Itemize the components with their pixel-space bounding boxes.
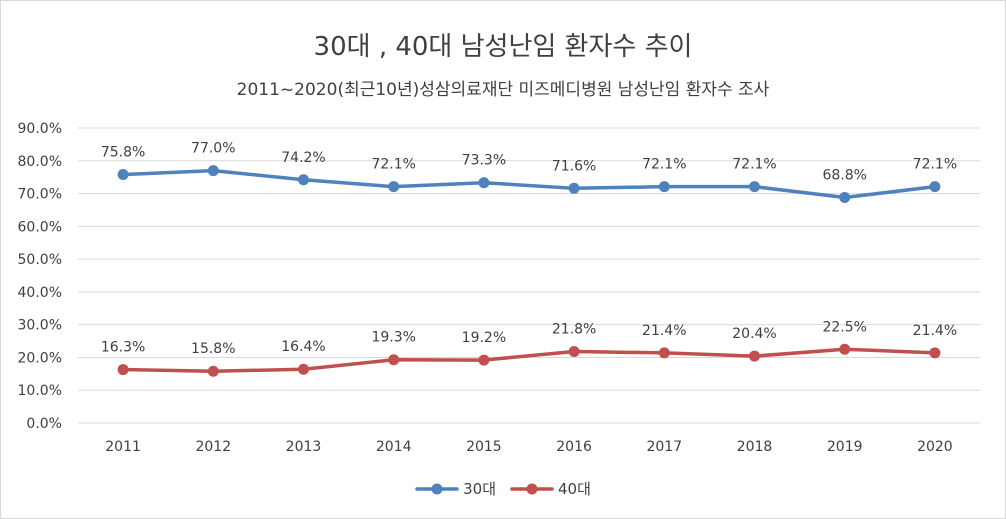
y-tick-label: 60.0% — [18, 219, 62, 235]
data-label: 74.2% — [281, 150, 325, 166]
data-label: 20.4% — [732, 326, 776, 342]
legend-marker — [510, 483, 554, 494]
data-label: 72.1% — [732, 157, 776, 173]
data-label: 21.8% — [552, 322, 596, 338]
data-label: 73.3% — [462, 153, 506, 169]
series-group: 75.8% 77.0% 74.2% 72.1% 73.3% 71.6% 72.1% 72.1%… — [101, 141, 957, 377]
data-label: 22.5% — [822, 319, 866, 335]
data-point — [749, 181, 760, 193]
data-label: 72.1% — [642, 157, 686, 173]
data-label: 68.8% — [822, 167, 866, 183]
y-axis-ticks: 0.0% 10.0% 20.0% 30.0% 40.0% 50.0% 60.0% 70.0% 8… — [18, 121, 62, 432]
y-tick-label: 70.0% — [18, 187, 62, 203]
x-tick-label: 2018 — [737, 439, 773, 455]
data-label: 77.0% — [191, 141, 235, 157]
data-point — [658, 181, 670, 193]
y-tick-label: 90.0% — [18, 121, 62, 137]
data-point — [929, 181, 941, 193]
x-tick-label: 2013 — [286, 439, 322, 455]
data-point — [478, 177, 490, 189]
data-point — [658, 347, 670, 359]
series-1: 75.8% 77.0% 74.2% 72.1% 73.3% 71.6% 72.1% 72.1%… — [101, 141, 957, 203]
chart-title: 30대 , 40대 남성난임 환자수 추이 — [313, 32, 693, 62]
data-label: 72.1% — [913, 157, 957, 173]
data-label: 72.1% — [371, 157, 415, 173]
data-point — [839, 191, 851, 203]
y-tick-label: 0.0% — [26, 416, 62, 432]
data-point — [388, 354, 400, 366]
legend-marker — [415, 483, 459, 494]
y-tick-label: 30.0% — [18, 318, 62, 334]
data-label: 75.8% — [101, 145, 145, 161]
x-tick-label: 2017 — [646, 439, 682, 455]
data-label: 15.8% — [191, 341, 235, 357]
legend: 30대 40대 — [0, 478, 1006, 499]
data-point — [749, 350, 760, 362]
data-point — [298, 363, 309, 375]
series-2: 16.3% 15.8% 16.4% 19.3% 19.2% 21.8% 21.4% 20.4%… — [101, 319, 957, 377]
y-tick-label: 20.0% — [18, 350, 62, 366]
legend-label: 30대 — [463, 480, 496, 498]
data-label: 71.6% — [552, 158, 596, 174]
data-label: 19.3% — [371, 330, 415, 346]
gridlines — [78, 127, 980, 424]
legend-item: 30대 — [415, 478, 496, 499]
x-tick-label: 2015 — [466, 439, 502, 455]
x-tick-label: 2016 — [556, 439, 592, 455]
data-label: 16.4% — [281, 339, 325, 355]
data-point — [207, 165, 219, 177]
series-line — [121, 168, 937, 200]
x-tick-label: 2014 — [376, 439, 412, 455]
data-point — [117, 169, 129, 181]
data-point — [839, 343, 851, 355]
data-point — [207, 365, 219, 377]
data-label: 16.3% — [101, 340, 145, 356]
y-tick-label: 40.0% — [18, 285, 62, 301]
y-tick-label: 50.0% — [18, 252, 62, 268]
data-label: 21.4% — [913, 323, 957, 339]
data-point — [117, 364, 129, 376]
data-point — [298, 174, 309, 186]
x-axis-ticks: 2011 2012 2013 2014 2015 2016 2017 2018 2019 2020 — [105, 439, 952, 455]
data-label: 19.2% — [462, 330, 506, 346]
data-point — [568, 182, 580, 194]
x-tick-label: 2012 — [195, 439, 231, 455]
legend-label: 40대 — [558, 480, 591, 498]
x-tick-label: 2011 — [105, 439, 141, 455]
data-point — [929, 347, 941, 359]
y-tick-label: 80.0% — [18, 154, 62, 170]
legend-item: 40대 — [510, 478, 591, 499]
x-tick-label: 2019 — [827, 439, 863, 455]
data-label: 21.4% — [642, 323, 686, 339]
series-line — [121, 347, 937, 373]
chart-subtitle: 2011~2020(최근10년)성삼의료재단 미즈메디병원 남성난임 환자수 조… — [236, 80, 770, 100]
y-tick-label: 10.0% — [18, 383, 62, 399]
x-tick-label: 2020 — [917, 439, 953, 455]
data-point — [568, 346, 580, 358]
data-point — [388, 181, 400, 193]
data-point — [478, 354, 490, 366]
